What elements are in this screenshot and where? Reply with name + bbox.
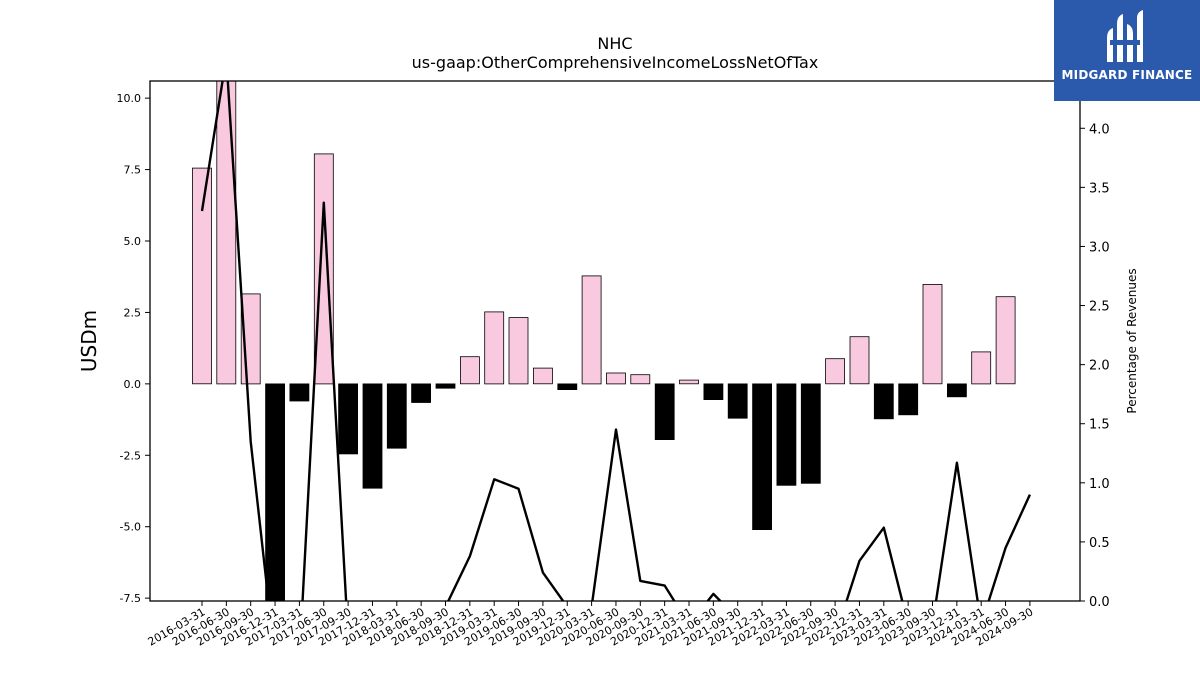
x-axis: 2016-03-312016-06-302016-09-302016-12-31… [146,601,1035,649]
line-path [200,81,1031,601]
bar [508,317,529,385]
y2-tick-label: 3.0 [1089,240,1110,255]
bar [679,379,699,385]
chart-title: NHC [597,34,632,53]
bar [922,283,943,385]
bar [825,358,845,385]
y2-tick-label: 0.5 [1089,536,1110,551]
bar [192,167,212,385]
y-tick-label: -5.0 [120,521,141,534]
y2-tick-label: 1.0 [1089,477,1110,492]
bar [338,383,359,455]
bar [581,275,602,385]
bar [727,383,748,419]
bar [849,336,870,385]
bar [654,383,675,440]
y-axis: 10.0 7.5 5.0 2.5 0.0 -2.5 -5.0 -7.5 [117,92,150,605]
bar [265,383,286,601]
chart-subtitle: us-gaap:OtherComprehensiveIncomeLossNetO… [412,53,819,72]
y2-tick-label: 1.5 [1089,418,1110,433]
y2-tick-label: 4.0 [1089,122,1110,137]
y2-tick-label: 2.5 [1089,300,1110,315]
y-tick-label: -2.5 [120,449,141,462]
bar [752,383,772,530]
bar [459,356,480,385]
bar [606,372,626,385]
y2-axis: 0.0 0.5 1.0 1.5 2.0 2.5 3.0 3.5 4.0 [1080,122,1110,610]
y-axis-label: USDm [77,310,101,372]
brand-logo: MIDGARD FINANCE [1054,0,1200,101]
bar [435,383,456,389]
bar [411,383,432,403]
y-tick-label: 2.5 [124,306,142,319]
bar [873,383,894,420]
bar [289,383,310,402]
bar [947,383,967,398]
bar [703,383,724,400]
line-series [200,81,1031,601]
bar [484,311,505,385]
bar [557,383,578,390]
y2-axis-label: Percentage of Revenues [1125,268,1139,413]
logo-text: MIDGARD FINANCE [1061,68,1193,82]
bar [971,351,992,385]
bar [362,383,383,489]
y2-tick-label: 0.0 [1089,595,1110,610]
bar-series [192,81,1016,601]
plot-frame [149,80,1081,602]
bar [533,367,553,385]
y2-tick-label: 3.5 [1089,181,1110,196]
bar [898,383,919,416]
y-tick-label: 7.5 [124,164,142,177]
y-tick-label: 5.0 [124,235,142,248]
bar [313,153,334,385]
bar [995,296,1016,385]
y-tick-label: -7.5 [120,592,141,605]
bar [776,383,797,486]
bar [386,383,407,449]
y-tick-label: 0.0 [124,378,142,391]
midgard-logo-icon [1107,10,1143,62]
y-tick-label: 10.0 [117,92,142,105]
y2-tick-label: 2.0 [1089,359,1110,374]
bar [630,374,651,385]
bar [800,383,821,484]
